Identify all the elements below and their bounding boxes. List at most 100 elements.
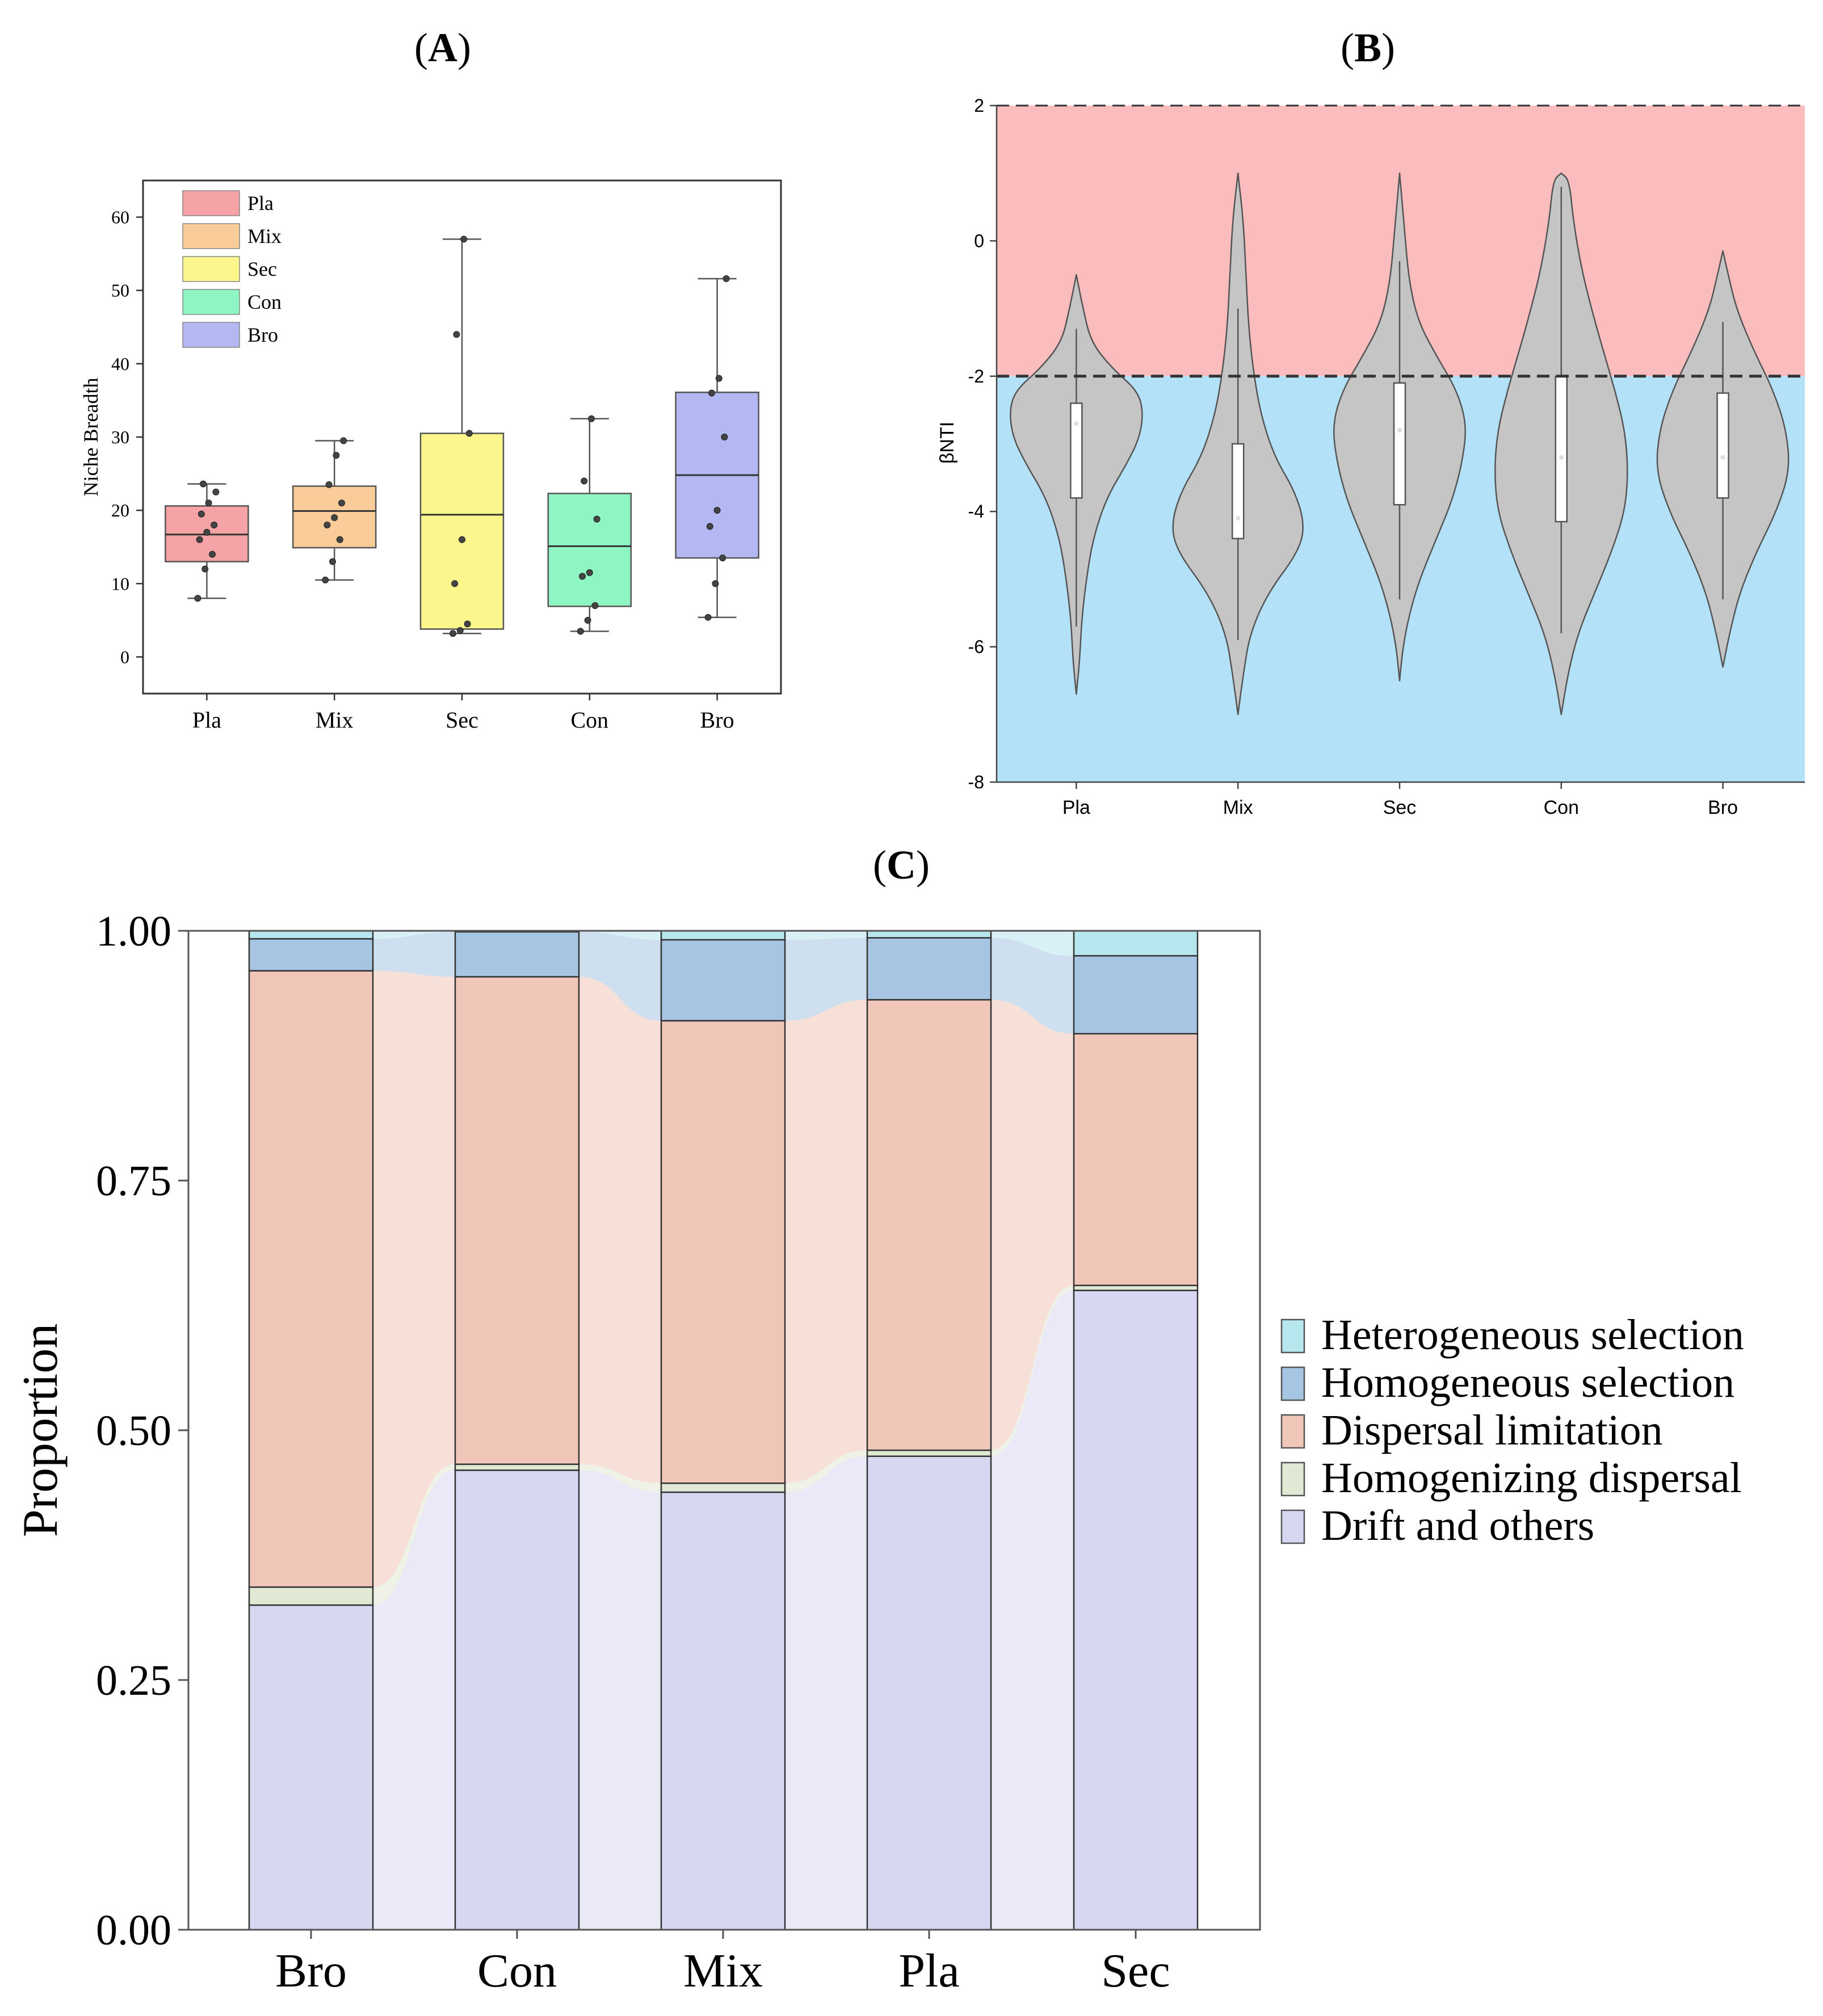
c-legend-swatch: [1280, 1461, 1305, 1497]
c-bar-segment-Bro-homogeneous-selection: [248, 938, 374, 972]
a-point: [704, 614, 712, 621]
a-legend-swatch-Bro: [182, 322, 240, 348]
c-legend-swatch: [1280, 1318, 1305, 1354]
c-legend-label: Homogenizing dispersal: [1321, 1454, 1742, 1502]
c-xtick-label: Pla: [898, 1944, 959, 1997]
c-bar-segment-Sec-dispersal-limitation: [1073, 1033, 1199, 1287]
b-ytick-label: -8: [968, 772, 984, 792]
c-bar-segment-Con-dispersal-limitation: [454, 976, 580, 1465]
c-bar-segment-Con-drift-and-others: [454, 1469, 580, 1931]
a-point: [209, 551, 216, 558]
b-ytick-label: 0: [974, 230, 984, 251]
a-ylabel: Niche Breadth: [79, 378, 102, 497]
a-point: [211, 521, 218, 528]
c-bar-segment-Pla-heterogeneous-selection: [866, 930, 992, 939]
a-point: [579, 573, 586, 580]
c-bar-segment-Mix-drift-and-others: [660, 1491, 786, 1931]
b-iqr-box-Pla: [1070, 402, 1083, 499]
c-ytick-label: 1.00: [96, 908, 171, 955]
a-point: [329, 558, 336, 565]
a-legend-label-Bro: Bro: [247, 324, 278, 346]
a-point: [203, 528, 211, 536]
a-point: [588, 415, 595, 422]
c-bar-segment-Mix-homogeneous-selection: [660, 939, 786, 1022]
a-box-Con: [547, 493, 632, 607]
a-point: [708, 389, 715, 397]
a-point: [451, 580, 459, 587]
b-median-Sec: [1397, 428, 1402, 433]
a-point: [584, 616, 591, 624]
a-point: [715, 375, 723, 382]
a-point: [581, 477, 588, 485]
a-point: [723, 275, 730, 283]
b-iqr-box-Mix: [1231, 443, 1245, 540]
a-legend: Pla Mix Sec Con Bro: [182, 190, 282, 348]
c-xtick-label: Bro: [275, 1944, 347, 1997]
a-legend-swatch-Pla: [182, 190, 240, 216]
a-point: [200, 480, 207, 488]
panel-a-boxplot: Pla Mix Sec Con Bro 0 10 20 30 40 50 60 Pla Mix Sec Co…: [79, 179, 782, 733]
c-legend-label: Dispersal limitation: [1321, 1406, 1663, 1454]
b-xtick-label: Con: [1544, 797, 1579, 818]
panel-label-b: (B): [1341, 25, 1395, 70]
c-xtick-label: Mix: [683, 1944, 763, 1997]
a-ytick-label: 40: [111, 354, 129, 374]
panel-label-a: (A): [414, 25, 471, 70]
a-point: [333, 452, 340, 459]
a-point: [322, 576, 329, 583]
a-point: [719, 555, 726, 562]
a-point: [586, 569, 593, 576]
a-axes: Pla Mix Sec Con Bro 0 10 20 30 40 50 60: [111, 207, 734, 733]
a-legend-swatch-Mix: [182, 223, 240, 249]
c-bar-segment-Sec-drift-and-others: [1073, 1290, 1199, 1931]
a-point: [706, 523, 713, 530]
a-point: [577, 628, 584, 635]
a-point: [460, 236, 468, 243]
a-point: [450, 630, 456, 637]
a-ytick-label: 10: [111, 573, 129, 594]
c-ytick-label: 0.75: [96, 1157, 171, 1205]
a-point: [205, 499, 212, 507]
c-bar-segment-Pla-drift-and-others: [866, 1455, 992, 1931]
b-iqr-box-Con: [1555, 375, 1568, 523]
c-bar-segment-Mix-dispersal-limitation: [660, 1020, 786, 1484]
a-point: [338, 499, 345, 507]
a-point: [325, 481, 333, 488]
panel-b-violin: 2 0 -2 -4 -6 -8 Pla Mix Sec Con Bro βNTI: [936, 95, 1805, 818]
b-ytick-label: -6: [968, 637, 984, 657]
c-bar-segment-Mix-heterogeneous-selection: [660, 930, 786, 941]
a-ytick-label: 20: [111, 500, 129, 520]
a-point: [331, 514, 338, 522]
b-median-Bro: [1720, 455, 1725, 460]
a-point: [591, 602, 599, 610]
c-bar-segment-Bro-heterogeneous-selection: [248, 930, 374, 940]
b-ytick-label: -4: [968, 501, 984, 522]
a-ytick-label: 60: [111, 207, 129, 228]
a-xtick-label: Con: [570, 707, 608, 733]
a-point: [212, 488, 220, 495]
a-point: [196, 536, 203, 543]
b-median-Pla: [1074, 421, 1079, 426]
b-median-Con: [1559, 455, 1564, 460]
a-legend-label-Con: Con: [247, 291, 282, 313]
c-bar-segment-Pla-homogeneous-selection: [866, 937, 992, 1001]
a-box-Sec: [419, 432, 505, 630]
a-point: [712, 580, 719, 587]
c-legend-swatch: [1280, 1366, 1305, 1401]
b-ylabel: βNTI: [936, 422, 958, 464]
c-legend-label: Homogeneous selection: [1321, 1359, 1734, 1406]
a-legend-label-Sec: Sec: [247, 258, 277, 280]
a-point: [713, 507, 721, 514]
a-legend-swatch-Con: [182, 289, 240, 315]
c-legend-label: Heterogeneous selection: [1321, 1311, 1744, 1359]
c-ytick-label: 0.50: [96, 1407, 171, 1455]
c-ylabel: Proportion: [13, 1324, 68, 1537]
a-xtick-label: Sec: [446, 707, 478, 733]
c-legend-label: Drift and others: [1321, 1502, 1594, 1549]
c-bars: [248, 930, 1199, 1931]
a-legend-swatch-Sec: [182, 256, 240, 282]
a-legend-label-Mix: Mix: [247, 225, 282, 247]
c-bar-segment-Pla-dispersal-limitation: [866, 999, 992, 1451]
